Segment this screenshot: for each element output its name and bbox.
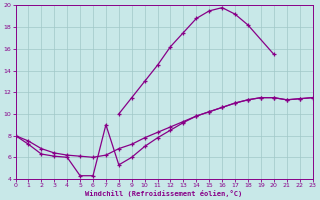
X-axis label: Windchill (Refroidissement éolien,°C): Windchill (Refroidissement éolien,°C) (85, 190, 243, 197)
